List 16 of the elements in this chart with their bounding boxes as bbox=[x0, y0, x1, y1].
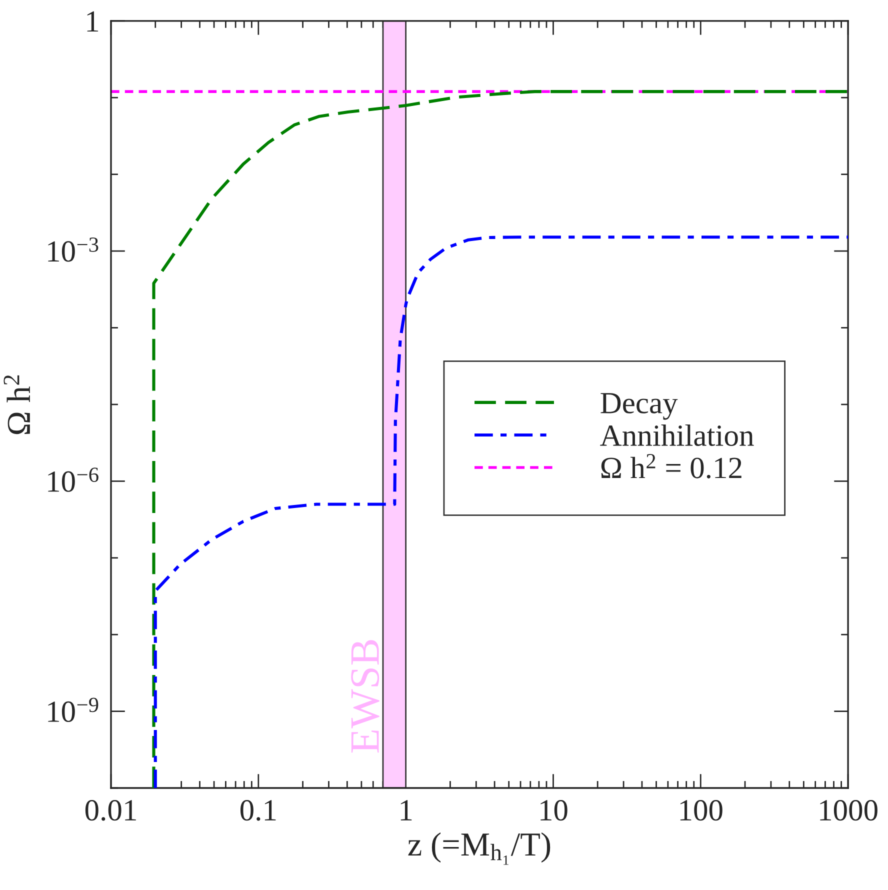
y-tick-label: 10$^{−6}$ bbox=[48, 468, 98, 492]
legend-label: Decay bbox=[600, 393, 678, 420]
band-label: EWSB bbox=[351, 640, 380, 753]
y-axis-title: Ω h$^{2}$ bbox=[4, 375, 30, 434]
x-tick-label: 1 bbox=[400, 800, 412, 820]
legend-label: Ω h$^{2}$ = 0.12 bbox=[601, 454, 742, 478]
x-tick-label: 100 bbox=[680, 800, 722, 821]
y-tick-label: 10$^{−3}$ bbox=[48, 238, 98, 262]
y-tick-label: 1 bbox=[87, 11, 98, 32]
x-tick-label: 0.01 bbox=[85, 800, 136, 821]
x-tick-label: 0.1 bbox=[240, 800, 276, 821]
legend-label: Annihilation bbox=[600, 424, 754, 446]
y-tick-label: 10$^{−9}$ bbox=[48, 698, 98, 722]
x-tick-label: 10 bbox=[540, 800, 568, 821]
x-axis-title: z (=M$_{h₁}$/T) bbox=[408, 832, 550, 865]
x-tick-label: 1000 bbox=[820, 800, 878, 821]
